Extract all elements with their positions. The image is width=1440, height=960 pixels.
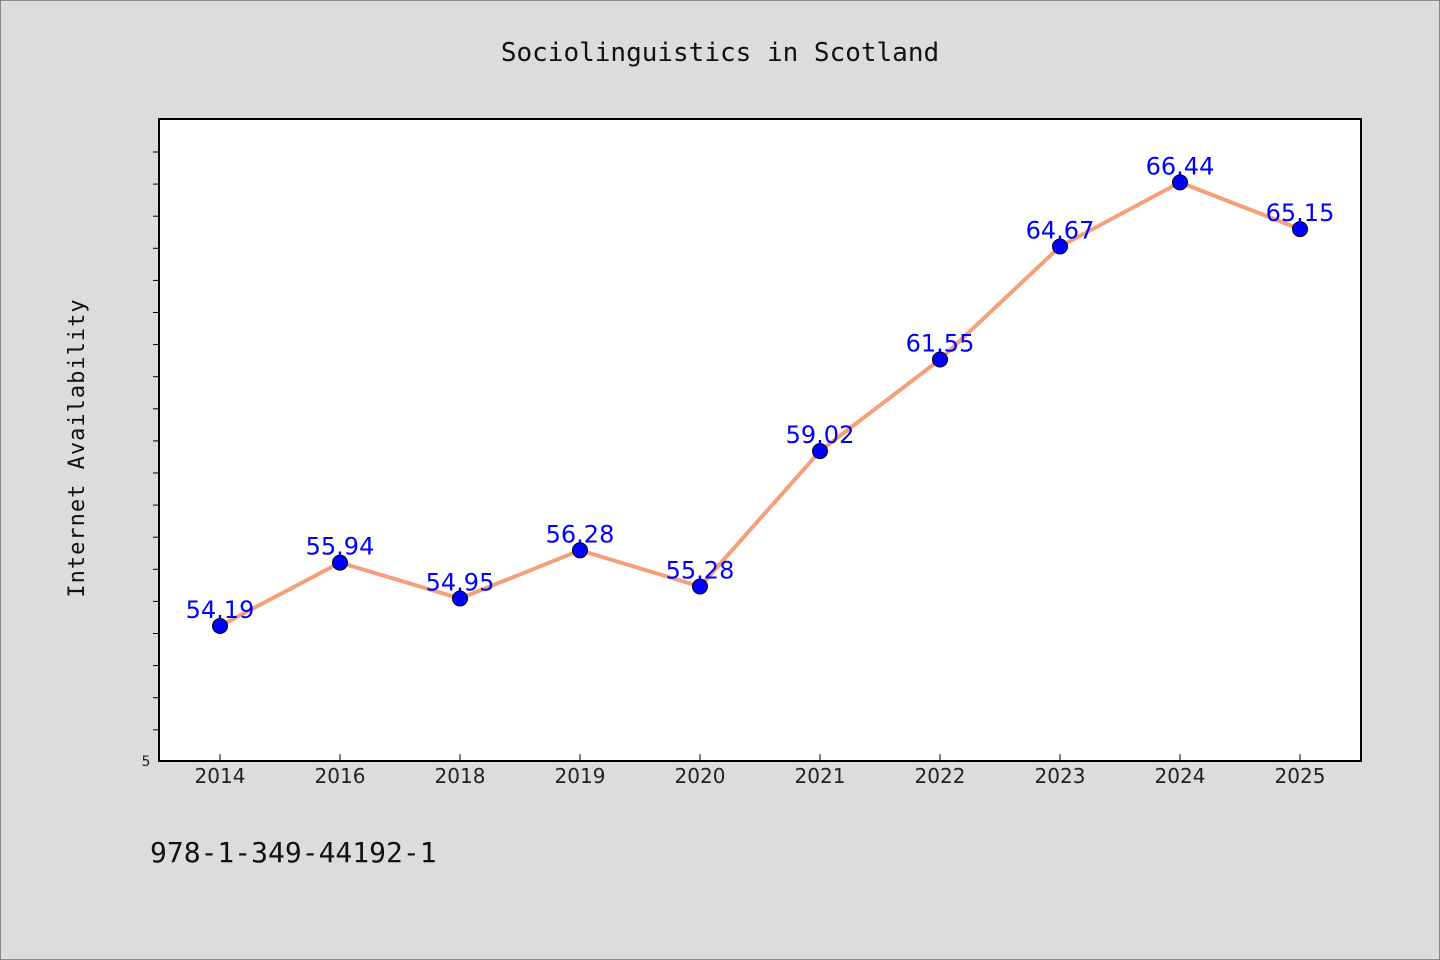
data-label: 59.02 bbox=[786, 421, 855, 449]
series-line bbox=[218, 180, 1302, 628]
x-tick-label: 2019 bbox=[555, 764, 606, 788]
data-label: 55.94 bbox=[306, 533, 375, 561]
x-tick-label: 2024 bbox=[1155, 764, 1206, 788]
data-point bbox=[1052, 238, 1068, 255]
data-label: 54.95 bbox=[426, 569, 495, 597]
data-label: 56.28 bbox=[546, 520, 615, 548]
series-line-group bbox=[218, 180, 1302, 628]
x-tick-label: 2021 bbox=[795, 764, 846, 788]
data-point bbox=[692, 578, 708, 595]
x-tick-label: 2025 bbox=[1275, 764, 1326, 788]
y-axis-ticks bbox=[153, 151, 159, 731]
data-label: 55.28 bbox=[666, 557, 735, 585]
data-point bbox=[932, 351, 948, 368]
x-axis-ticks: 2014 2016 2018 2019 2020 2021 2022 2023 2024 2025 bbox=[195, 754, 1326, 788]
x-tick-label: 2020 bbox=[675, 764, 726, 788]
data-point bbox=[572, 542, 588, 559]
x-tick-label: 2023 bbox=[1035, 764, 1086, 788]
data-label: 65.15 bbox=[1266, 199, 1335, 227]
chart-title: Sociolinguistics in Scotland bbox=[501, 38, 939, 68]
data-point bbox=[1292, 221, 1308, 238]
plot-area bbox=[158, 118, 1362, 762]
data-point bbox=[1172, 174, 1188, 191]
data-points-group bbox=[212, 174, 1308, 634]
x-tick-label: 2016 bbox=[315, 764, 366, 788]
data-label: 66.44 bbox=[1146, 152, 1215, 180]
y-axis-label: Internet Availability bbox=[65, 298, 90, 597]
data-point bbox=[452, 590, 468, 607]
y-tick-label: 5 bbox=[142, 754, 151, 770]
x-tick-label: 2018 bbox=[435, 764, 486, 788]
data-point bbox=[212, 618, 228, 634]
data-point bbox=[332, 554, 348, 571]
data-label: 61.55 bbox=[906, 330, 975, 358]
data-label: 64.67 bbox=[1026, 217, 1095, 245]
data-labels-group: 54.19 55.94 54.95 56.28 55.28 59.02 61.55 64.67… bbox=[186, 152, 1335, 624]
x-tick-label: 2022 bbox=[915, 764, 966, 788]
x-tick-label: 2014 bbox=[195, 764, 246, 788]
data-point bbox=[812, 443, 828, 460]
data-label: 54.19 bbox=[186, 596, 255, 624]
footer-code: 978-1-349-44192-1 bbox=[150, 836, 437, 869]
